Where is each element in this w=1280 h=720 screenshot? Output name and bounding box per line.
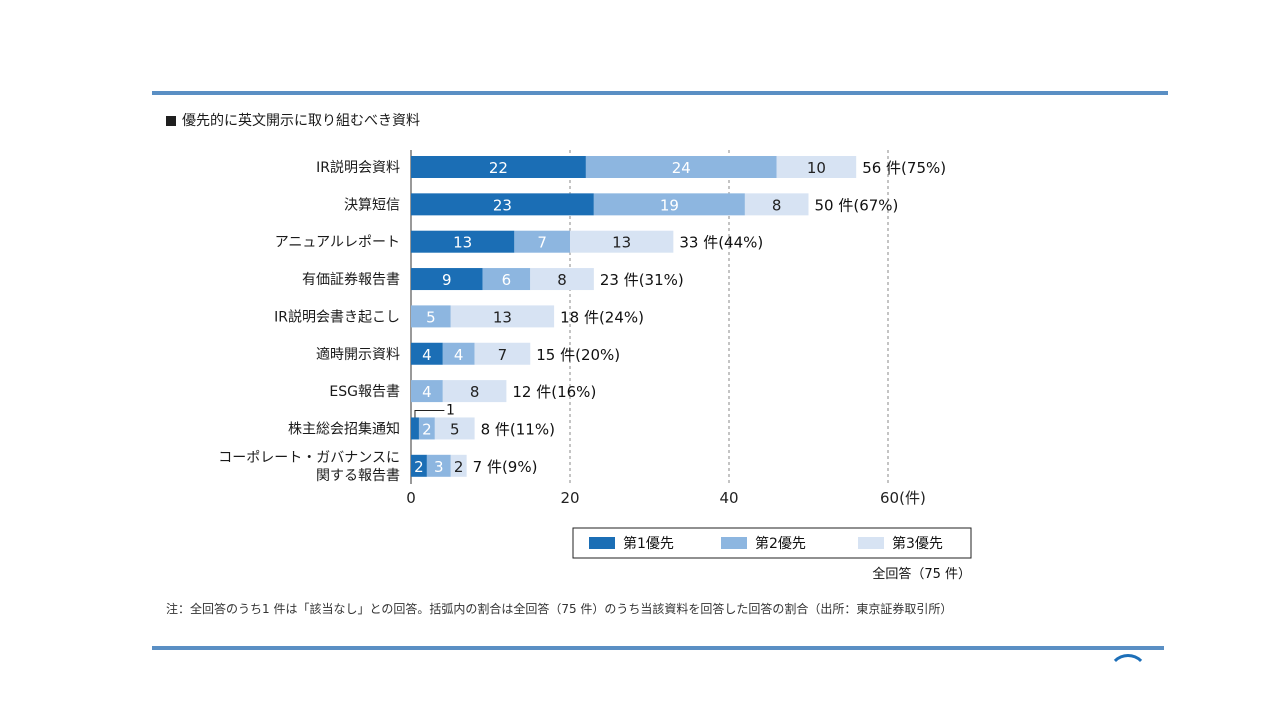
bar-value-label: 2: [414, 458, 424, 476]
bar-segment-3: [442, 380, 507, 403]
bar-value-label: 24: [672, 159, 691, 177]
legend-label: 第1優先: [623, 535, 674, 552]
bar-total-label: 18 件(24%): [560, 308, 644, 326]
bar-total-label: 15 件(20%): [536, 346, 620, 364]
bar-segment-1: [411, 230, 515, 253]
bar-value-label: 4: [422, 383, 432, 401]
bar-total-label: 8 件(11%): [481, 420, 555, 438]
legend-swatch-2: [721, 537, 747, 549]
bar-total-label: 12 件(16%): [512, 383, 596, 401]
bar-value-label: 3: [434, 458, 444, 476]
bar-value-label: 23: [493, 196, 512, 214]
bar-segment-1: [411, 193, 594, 216]
legend-label: 第3優先: [892, 535, 943, 552]
bar-value-label: 13: [453, 234, 472, 252]
bar-segment-2: [411, 305, 451, 328]
bar-value-label: 13: [612, 234, 631, 252]
bar-segment-3: [474, 342, 531, 365]
bar-value-label: 9: [442, 271, 452, 289]
bar-value-label: 19: [660, 196, 679, 214]
bar-value-label: 10: [807, 159, 826, 177]
bar-value-label: 8: [772, 196, 782, 214]
bar-value-label: 4: [454, 346, 464, 364]
chart-title: 優先的に英文開示に取り組むべき資料: [166, 110, 420, 130]
bar-segment-2: [514, 230, 570, 253]
category-label: 適時開示資料: [316, 346, 400, 363]
bar-segment-1: [411, 156, 586, 178]
bar-segment-3: [530, 268, 594, 291]
bar-segment-2: [482, 268, 531, 291]
bar-value-label: 6: [502, 271, 512, 289]
category-label: IR説明会資料: [316, 160, 400, 176]
category-label: 決算短信: [344, 197, 400, 213]
bar-value-label: 22: [489, 159, 508, 177]
footnote: 注：全回答のうち1 件は「該当なし」との回答。括弧内の割合は全回答（75 件）の…: [166, 602, 953, 616]
bar-segment-3: [570, 230, 674, 253]
bar-segment-2: [418, 417, 435, 440]
bar-value-label: 2: [454, 458, 464, 476]
bar-total-label: 56 件(75%): [862, 159, 946, 177]
annotation-label: 1: [446, 402, 455, 418]
category-label: 株主総会招集通知: [288, 420, 400, 437]
title-text: 優先的に英文開示に取り組むべき資料: [182, 113, 420, 129]
annotation-bracket: [414, 409, 445, 418]
bar-total-label: 7 件(9%): [473, 458, 538, 476]
bar-value-label: 7: [498, 346, 508, 364]
bar-segment-1: [411, 268, 483, 291]
bar-value-label: 5: [426, 308, 436, 326]
bar-segment-3: [450, 305, 555, 328]
bar-value-label: 7: [537, 234, 547, 252]
legend-box: [572, 527, 972, 559]
bar-value-label: 8: [470, 383, 480, 401]
category-label: アニュアルレポート: [275, 235, 400, 251]
legend-label: 第2優先: [755, 535, 806, 552]
corner-logo-icon: [1108, 654, 1148, 694]
bar-total-label: 33 件(44%): [679, 234, 763, 252]
bar-segment-3: [776, 156, 857, 178]
bar-value-label: 8: [557, 271, 567, 289]
bar-value-label: 5: [450, 420, 460, 438]
bar-segment-1: [411, 342, 443, 365]
category-label: コーポレート・ガバナンスに: [218, 450, 400, 466]
category-label: 有価証券報告書: [302, 272, 400, 288]
bar-segment-1: [411, 417, 419, 440]
bar-total-label: 50 件(67%): [815, 196, 899, 214]
legend-swatch-3: [858, 537, 884, 549]
category-label: IR説明会書き起こし: [274, 309, 400, 325]
top-rule: [152, 91, 1168, 95]
x-tick-label: 60(件): [880, 489, 926, 507]
bar-segment-3: [434, 417, 475, 440]
x-tick-label: 20: [560, 489, 579, 507]
total-respondents-label: 全回答（75 件）: [872, 566, 971, 582]
x-tick-label: 40: [719, 489, 738, 507]
category-label: ESG報告書: [329, 384, 400, 400]
bar-segment-2: [593, 193, 745, 216]
bar-value-label: 4: [422, 346, 432, 364]
x-tick-label: 0: [406, 489, 416, 507]
bar-segment-3: [450, 454, 467, 477]
bar-segment-2: [411, 380, 443, 403]
bar-value-label: 2: [422, 420, 432, 438]
bar-segment-1: [411, 454, 427, 477]
bottom-rule: [152, 646, 1164, 650]
title-square-icon: [166, 116, 176, 126]
bar-segment-2: [442, 342, 475, 365]
bar-value-label: 13: [493, 308, 512, 326]
bar-segment-3: [744, 193, 809, 216]
bar-total-label: 23 件(31%): [600, 271, 684, 289]
category-label: 関する報告書: [316, 468, 400, 484]
legend-swatch-1: [589, 537, 615, 549]
bar-segment-2: [585, 156, 777, 178]
bar-segment-2: [426, 454, 451, 477]
